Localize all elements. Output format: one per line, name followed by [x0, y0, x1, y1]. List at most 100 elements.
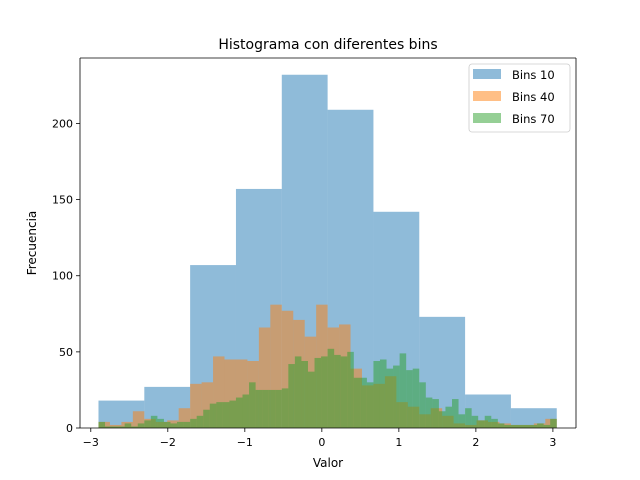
bar — [163, 421, 171, 428]
bar — [458, 414, 466, 428]
bar — [203, 409, 210, 428]
bar — [229, 400, 236, 428]
x-tick-label: −1 — [237, 436, 253, 449]
x-tick-label: −2 — [160, 436, 176, 449]
x-tick-label: 2 — [472, 436, 479, 449]
bar — [178, 408, 191, 428]
bar — [353, 377, 361, 428]
bar — [524, 424, 531, 428]
y-tick-label: 100 — [52, 270, 73, 283]
bar — [98, 421, 106, 428]
bar — [196, 415, 204, 428]
legend: Bins 10 Bins 40 Bins 70 — [468, 63, 571, 133]
bar — [412, 368, 420, 428]
bar — [465, 408, 472, 428]
bar — [543, 424, 551, 428]
bar — [537, 423, 544, 428]
bar — [150, 415, 158, 428]
bar — [294, 356, 302, 428]
bar — [347, 351, 354, 428]
bar — [386, 368, 394, 428]
bar — [177, 421, 184, 428]
bar — [438, 411, 446, 428]
bar — [360, 377, 367, 428]
bar — [491, 418, 498, 428]
bar — [432, 399, 439, 428]
x-tick-label: −3 — [83, 436, 99, 449]
bar — [275, 389, 282, 428]
bar — [124, 423, 132, 428]
y-tick-label: 0 — [66, 422, 73, 435]
bar — [209, 403, 217, 428]
legend-label-bins-70: Bins 70 — [512, 112, 555, 126]
bar — [314, 357, 322, 428]
y-tick-label: 200 — [52, 117, 73, 130]
bar — [517, 424, 525, 428]
bar — [190, 418, 197, 428]
bar — [393, 365, 400, 428]
bar — [132, 411, 145, 428]
axes-frame — [79, 57, 577, 429]
bar — [399, 353, 407, 428]
bar — [249, 382, 256, 428]
bar — [157, 418, 164, 428]
bar — [144, 420, 151, 428]
bars-layer — [98, 74, 557, 429]
bar — [452, 399, 459, 428]
bar — [170, 423, 178, 428]
bar — [288, 364, 295, 428]
bar — [334, 354, 341, 428]
legend-swatch-bins-70 — [473, 113, 501, 123]
legend-swatch-bins-40 — [473, 91, 501, 101]
x-axis-ticks: −3 −2 −1 0 1 2 3 — [83, 428, 556, 449]
bar — [327, 348, 335, 428]
bar — [235, 397, 243, 428]
bar — [201, 382, 214, 428]
bar — [281, 310, 294, 428]
x-tick-label: 3 — [549, 436, 556, 449]
y-axis-label: Frecuencia — [25, 211, 39, 276]
bar — [366, 382, 374, 428]
bar — [504, 424, 511, 428]
legend-swatch-bins-10 — [473, 69, 501, 79]
chart-title: Histograma con diferentes bins — [218, 37, 437, 53]
bar — [478, 420, 485, 428]
bar — [301, 361, 308, 428]
bar — [111, 426, 119, 428]
bar — [183, 421, 191, 428]
bar — [497, 423, 505, 428]
bar — [373, 361, 380, 428]
bar — [258, 327, 271, 428]
bar — [406, 370, 413, 428]
bar — [268, 389, 276, 428]
bar — [425, 397, 433, 428]
bar — [131, 426, 138, 428]
bar — [190, 383, 202, 428]
bar — [105, 426, 112, 428]
bar — [550, 418, 557, 428]
bar — [530, 424, 538, 428]
bar — [471, 415, 479, 428]
x-tick-label: 0 — [318, 436, 325, 449]
bar — [216, 402, 223, 428]
x-tick-label: 1 — [395, 436, 402, 449]
bar — [484, 415, 492, 428]
bar — [242, 394, 250, 428]
bar — [379, 359, 387, 428]
bar — [262, 389, 269, 428]
bar — [224, 359, 236, 428]
x-axis-label: Valor — [313, 456, 343, 470]
bar — [340, 356, 348, 428]
bar — [137, 423, 145, 428]
bar — [419, 382, 426, 428]
bar — [445, 406, 452, 428]
bar — [222, 402, 230, 428]
bar — [213, 356, 225, 428]
bar — [510, 424, 518, 428]
y-tick-label: 150 — [52, 194, 73, 207]
bar — [255, 389, 263, 428]
bar — [270, 304, 282, 428]
bar — [281, 388, 289, 428]
legend-label-bins-40: Bins 40 — [512, 90, 555, 104]
